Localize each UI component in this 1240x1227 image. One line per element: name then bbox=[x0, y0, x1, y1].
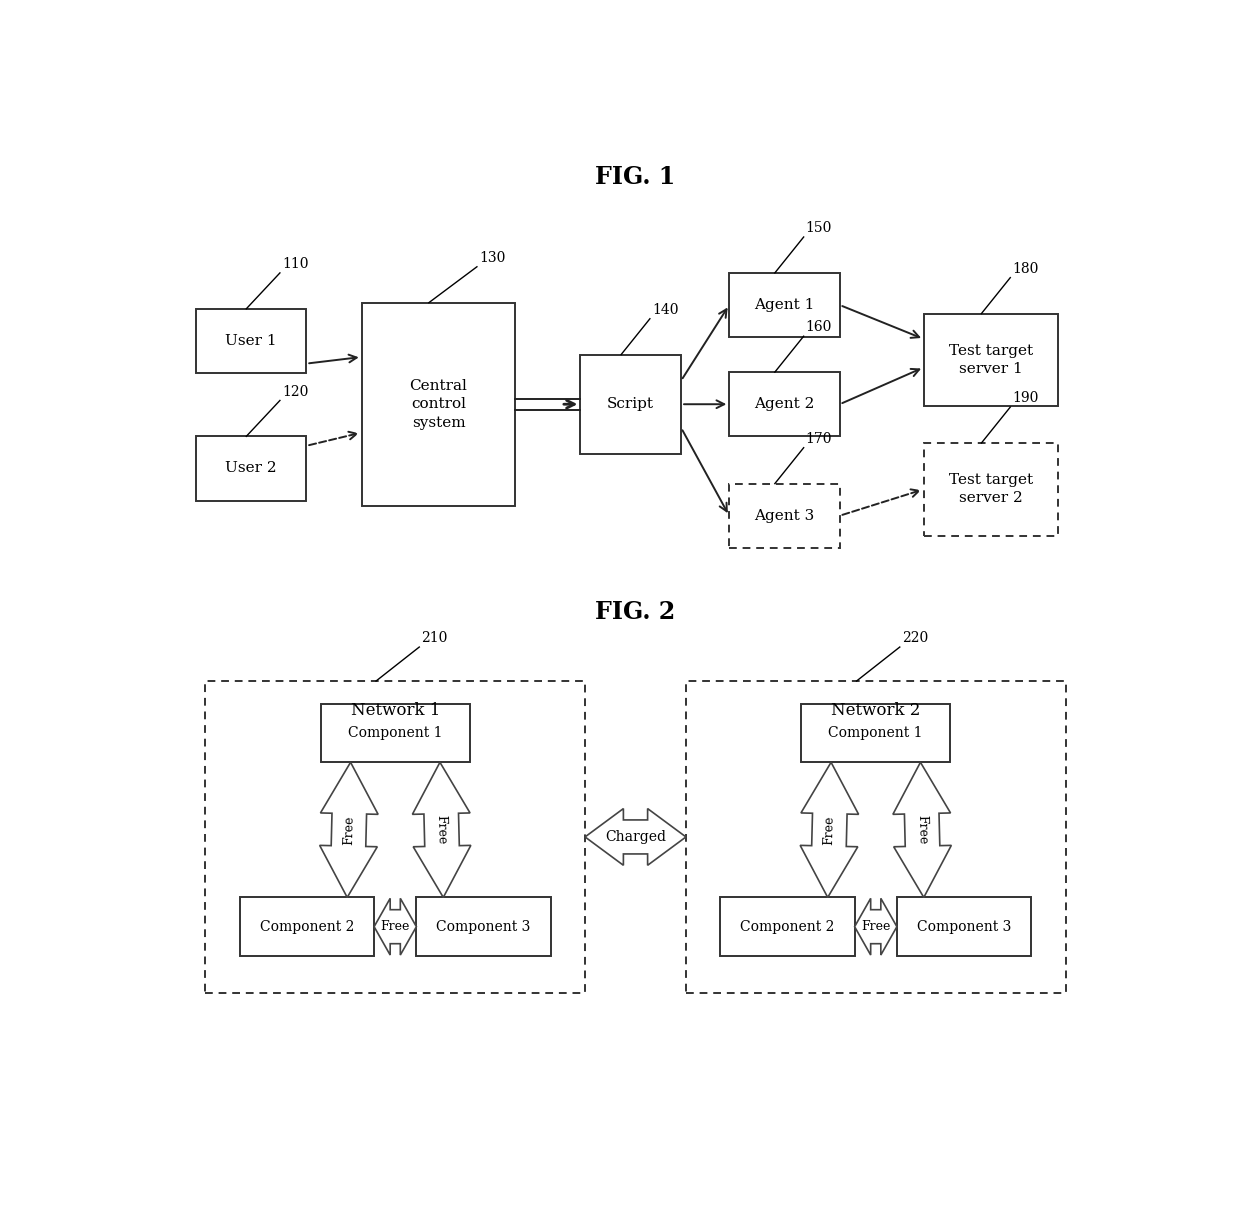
Polygon shape bbox=[413, 762, 471, 897]
Text: 180: 180 bbox=[1012, 261, 1039, 276]
Text: Network 2: Network 2 bbox=[831, 702, 920, 719]
Text: Component 1: Component 1 bbox=[348, 726, 443, 740]
Text: Test target
server 1: Test target server 1 bbox=[949, 344, 1033, 375]
Text: Component 1: Component 1 bbox=[828, 726, 923, 740]
Bar bbox=[362, 303, 516, 506]
Bar bbox=[239, 897, 374, 956]
Bar bbox=[924, 314, 1059, 406]
Text: Component 2: Component 2 bbox=[740, 920, 835, 934]
Text: Free: Free bbox=[915, 815, 929, 844]
Text: 110: 110 bbox=[281, 256, 309, 271]
Text: Free: Free bbox=[861, 920, 890, 934]
Text: Free: Free bbox=[822, 815, 836, 844]
Text: 170: 170 bbox=[806, 432, 832, 445]
Polygon shape bbox=[893, 762, 951, 897]
Bar bbox=[729, 483, 839, 547]
Text: 190: 190 bbox=[1012, 391, 1039, 405]
Text: Test target
server 2: Test target server 2 bbox=[949, 474, 1033, 506]
Text: 130: 130 bbox=[479, 250, 505, 265]
Text: FIG. 1: FIG. 1 bbox=[595, 166, 676, 189]
Bar bbox=[417, 897, 551, 956]
Text: 160: 160 bbox=[806, 320, 832, 334]
Text: Agent 3: Agent 3 bbox=[754, 509, 815, 523]
Bar bbox=[801, 704, 950, 762]
Polygon shape bbox=[374, 898, 417, 955]
Text: Agent 2: Agent 2 bbox=[754, 398, 815, 411]
Bar bbox=[206, 681, 585, 993]
Text: User 1: User 1 bbox=[226, 334, 277, 348]
Bar bbox=[897, 897, 1032, 956]
Polygon shape bbox=[854, 898, 897, 955]
Text: Script: Script bbox=[608, 398, 655, 411]
Bar bbox=[196, 437, 306, 501]
Polygon shape bbox=[800, 762, 858, 897]
Text: 210: 210 bbox=[422, 631, 448, 645]
Text: Component 2: Component 2 bbox=[259, 920, 355, 934]
Text: Free: Free bbox=[342, 815, 356, 844]
Text: Component 3: Component 3 bbox=[916, 920, 1012, 934]
Text: 140: 140 bbox=[652, 303, 678, 317]
Text: Agent 1: Agent 1 bbox=[754, 298, 815, 312]
Bar bbox=[686, 681, 1065, 993]
Text: 220: 220 bbox=[901, 631, 928, 645]
Text: 120: 120 bbox=[281, 384, 309, 399]
Text: User 2: User 2 bbox=[226, 461, 277, 476]
Text: Free: Free bbox=[435, 815, 449, 844]
Text: Free: Free bbox=[381, 920, 410, 934]
Polygon shape bbox=[585, 809, 686, 865]
Bar bbox=[321, 704, 470, 762]
Text: Network 1: Network 1 bbox=[351, 702, 440, 719]
Bar bbox=[580, 355, 681, 454]
Text: 150: 150 bbox=[806, 221, 832, 236]
Bar bbox=[729, 372, 839, 437]
Bar bbox=[196, 309, 306, 373]
Polygon shape bbox=[320, 762, 378, 897]
Bar bbox=[924, 443, 1059, 535]
Bar bbox=[729, 272, 839, 337]
Text: FIG. 2: FIG. 2 bbox=[595, 600, 676, 625]
Text: Central
control
system: Central control system bbox=[409, 379, 467, 429]
Bar bbox=[720, 897, 854, 956]
Text: Component 3: Component 3 bbox=[436, 920, 531, 934]
Text: Charged: Charged bbox=[605, 829, 666, 844]
